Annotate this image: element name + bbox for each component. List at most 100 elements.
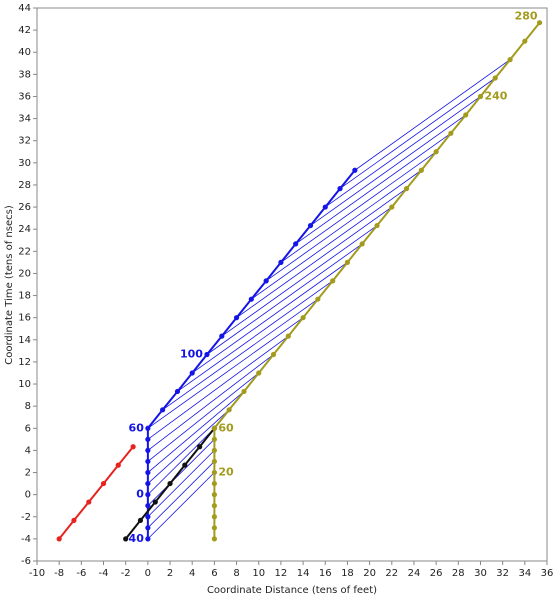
x-axis-title: Coordinate Distance (tens of feet) bbox=[207, 585, 377, 596]
point bbox=[418, 167, 424, 173]
y-tick-label: 4 bbox=[25, 445, 31, 456]
point bbox=[130, 444, 136, 450]
x-tick-label: 10 bbox=[252, 568, 265, 579]
signal-line bbox=[147, 450, 215, 518]
signal-line bbox=[147, 335, 289, 440]
y-tick-label: 2 bbox=[25, 468, 31, 479]
signal-line bbox=[147, 391, 245, 473]
point bbox=[145, 458, 151, 465]
signal-line bbox=[236, 206, 393, 319]
point bbox=[374, 222, 380, 229]
x-tick-label: -2 bbox=[121, 568, 131, 579]
y-tick-label: 10 bbox=[18, 379, 31, 390]
point bbox=[123, 536, 129, 542]
point bbox=[492, 75, 498, 81]
signal-line bbox=[147, 472, 215, 540]
point-label: 240 bbox=[484, 89, 507, 102]
x-tick-label: 24 bbox=[408, 568, 421, 579]
point bbox=[522, 38, 528, 44]
point-label: 0 bbox=[136, 488, 144, 501]
y-tick-label: 34 bbox=[18, 114, 31, 125]
y-tick-label: 18 bbox=[18, 291, 31, 302]
point bbox=[86, 499, 92, 505]
point bbox=[433, 149, 439, 155]
point bbox=[248, 296, 254, 302]
point bbox=[211, 503, 217, 509]
signal-line bbox=[147, 439, 215, 506]
x-tick-label: -8 bbox=[54, 568, 64, 579]
signal-line bbox=[191, 262, 348, 374]
x-tick-label: -10 bbox=[29, 568, 45, 579]
y-tick-label: 12 bbox=[18, 357, 31, 368]
point bbox=[285, 333, 291, 339]
y-tick-label: 8 bbox=[25, 401, 31, 412]
x-tick-label: 2 bbox=[167, 568, 173, 579]
y-tick-label: 0 bbox=[25, 490, 31, 501]
x-tick-label: 18 bbox=[341, 568, 354, 579]
point bbox=[56, 536, 62, 542]
point bbox=[211, 447, 217, 453]
point bbox=[330, 278, 336, 284]
point-label: 20 bbox=[218, 466, 234, 479]
x-tick-label: 22 bbox=[385, 568, 398, 579]
signal-line bbox=[147, 354, 274, 451]
point bbox=[137, 517, 144, 524]
point bbox=[145, 425, 151, 431]
y-tick-label: -6 bbox=[21, 556, 31, 567]
point bbox=[389, 204, 395, 210]
point bbox=[219, 333, 225, 339]
point bbox=[145, 492, 151, 498]
y-tick-label: 30 bbox=[18, 158, 31, 169]
y-tick-label: 26 bbox=[18, 202, 31, 213]
point bbox=[71, 517, 77, 524]
point bbox=[145, 480, 151, 487]
point bbox=[145, 436, 151, 442]
point bbox=[145, 469, 151, 476]
signal-line bbox=[295, 132, 452, 245]
y-tick-label: 36 bbox=[18, 91, 31, 102]
point bbox=[263, 278, 269, 284]
x-tick-label: 4 bbox=[189, 568, 195, 579]
x-tick-label: 8 bbox=[233, 568, 239, 579]
point bbox=[315, 296, 321, 302]
point bbox=[211, 469, 217, 476]
y-tick-label: 6 bbox=[25, 423, 31, 434]
point bbox=[211, 525, 217, 531]
x-tick-label: 30 bbox=[474, 568, 487, 579]
x-tick-label: 34 bbox=[518, 568, 531, 579]
x-tick-label: 26 bbox=[430, 568, 443, 579]
x-tick-label: 16 bbox=[319, 568, 332, 579]
x-tick-label: 14 bbox=[297, 568, 310, 579]
point bbox=[160, 407, 166, 413]
point bbox=[448, 130, 454, 136]
signal-line bbox=[339, 77, 496, 189]
y-tick-label: 38 bbox=[18, 69, 31, 80]
point bbox=[211, 436, 217, 442]
point bbox=[189, 370, 195, 376]
signal-line bbox=[147, 461, 215, 529]
point bbox=[536, 20, 543, 26]
point bbox=[145, 525, 151, 531]
point-label: 60 bbox=[129, 421, 145, 434]
point bbox=[145, 503, 151, 509]
plot-frame bbox=[36, 7, 548, 562]
signal-line bbox=[147, 317, 304, 429]
point bbox=[197, 444, 203, 450]
point bbox=[352, 167, 358, 173]
point-label: 280 bbox=[515, 10, 538, 23]
series-line bbox=[58, 446, 134, 540]
signal-line bbox=[147, 372, 259, 462]
y-tick-label: 40 bbox=[18, 47, 31, 58]
y-axis-title: Coordinate Time (tens of nsecs) bbox=[4, 205, 15, 365]
signal-line bbox=[265, 169, 422, 282]
point bbox=[211, 480, 217, 487]
point bbox=[211, 492, 217, 498]
point bbox=[145, 536, 151, 542]
y-tick-label: 14 bbox=[18, 335, 31, 346]
y-tick-label: -2 bbox=[21, 512, 31, 523]
signal-line bbox=[251, 188, 407, 300]
signal-line bbox=[177, 280, 333, 392]
x-tick-label: -4 bbox=[99, 568, 109, 579]
signal-line bbox=[147, 427, 215, 495]
